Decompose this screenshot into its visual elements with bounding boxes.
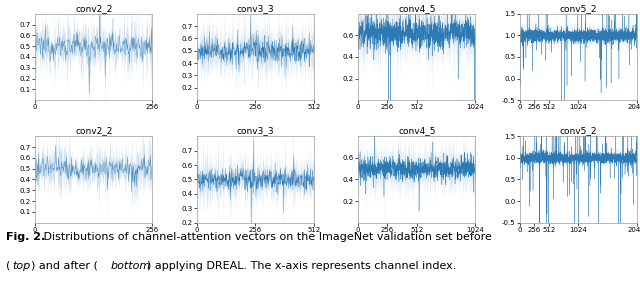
Text: bottom: bottom bbox=[110, 261, 150, 271]
Text: (: ( bbox=[6, 261, 11, 271]
Title: conv3_3: conv3_3 bbox=[236, 4, 274, 13]
Text: Fig. 2.: Fig. 2. bbox=[6, 232, 45, 242]
Title: conv4_5: conv4_5 bbox=[398, 4, 435, 13]
Text: Distributions of channel-attention vectors on the ImageNet validation set before: Distributions of channel-attention vecto… bbox=[40, 232, 492, 242]
Title: conv5_2: conv5_2 bbox=[559, 4, 597, 13]
Text: ) applying DREAL. The x-axis represents channel index.: ) applying DREAL. The x-axis represents … bbox=[147, 261, 456, 271]
Text: ) and after (: ) and after ( bbox=[31, 261, 98, 271]
Title: conv2_2: conv2_2 bbox=[75, 4, 113, 13]
Text: top: top bbox=[13, 261, 31, 271]
Title: conv2_2: conv2_2 bbox=[75, 126, 113, 135]
Title: conv5_2: conv5_2 bbox=[559, 126, 597, 135]
Title: conv3_3: conv3_3 bbox=[236, 126, 274, 135]
Title: conv4_5: conv4_5 bbox=[398, 126, 435, 135]
